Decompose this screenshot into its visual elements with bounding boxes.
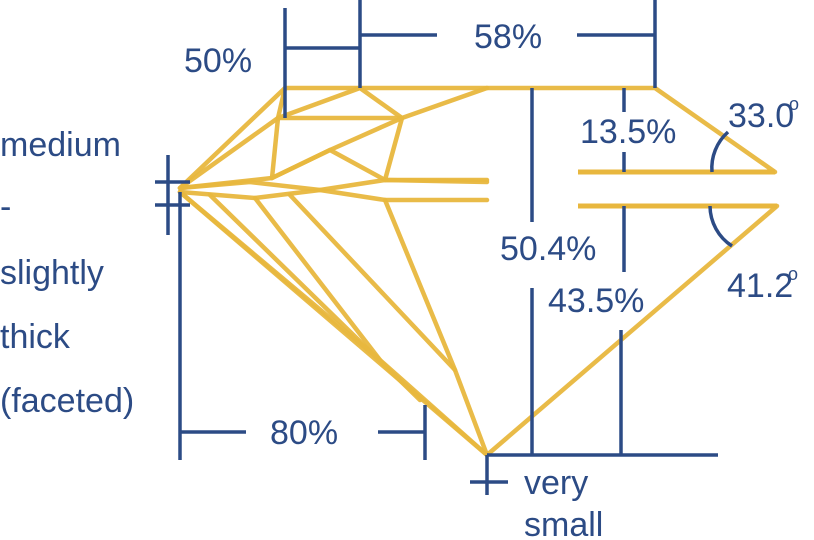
girdle-label-line: thick: [0, 318, 71, 356]
crown-height-label: 13.5%: [580, 113, 676, 151]
dimension-lines: [155, 0, 733, 495]
pavilion-facet-line: [287, 192, 458, 373]
crown-outline: [177, 85, 778, 191]
pavilion-facet-line: [207, 192, 423, 403]
crown-angle-deg-label: 33.0: [728, 97, 794, 135]
pavilion-depth-label: 43.5%: [548, 282, 644, 320]
girdle-line: [177, 187, 490, 203]
table-label: 58%: [474, 18, 542, 56]
girdle-label-line: -: [0, 188, 11, 226]
pavilion-angle-arc: [708, 205, 733, 248]
pavilion-angle-deg-label: 41.2: [727, 267, 793, 305]
crown-angle-arc: [710, 130, 730, 173]
culet-label-line: small: [524, 506, 603, 540]
degree-symbol: o: [789, 94, 799, 114]
total-depth-label: 50.4%: [500, 230, 596, 268]
culet-label-line: very: [524, 464, 588, 502]
degree-symbol: o: [788, 264, 798, 284]
labels: 50% 58% 13.5% 33.0 o 50.4% 43.5% 41.2 o …: [0, 18, 799, 540]
girdle-label-line: medium: [0, 126, 121, 164]
pavilion-facet-line: [252, 195, 383, 363]
crown-facet-line: [327, 147, 490, 183]
crown-angle-label: 50%: [184, 42, 252, 80]
pavilion-facet-line: [382, 197, 490, 458]
girdle-label-line: (faceted): [0, 382, 134, 420]
girdle-label-line: slightly: [0, 254, 104, 292]
diamond-outline: [177, 85, 780, 458]
lower-half-label: 80%: [270, 414, 338, 452]
